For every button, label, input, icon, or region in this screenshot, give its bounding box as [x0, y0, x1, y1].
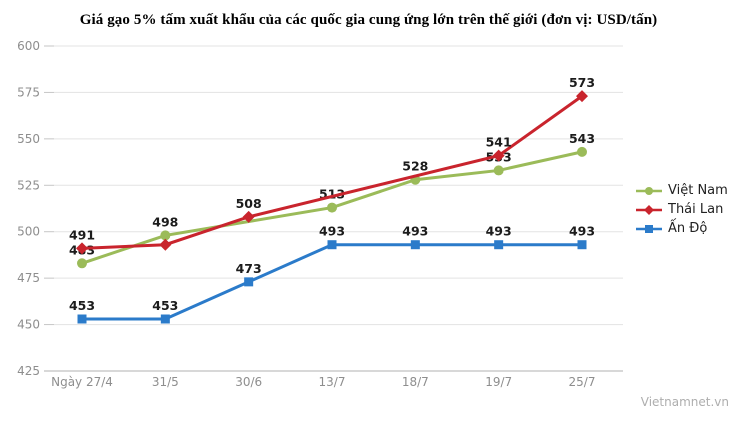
line-viet-nam [81, 150, 583, 265]
point-label: 528 [402, 159, 428, 174]
point-marker-viet-nam [493, 165, 504, 176]
x-tick-label: 13/7 [319, 375, 346, 389]
point-marker-thai-lan [576, 90, 588, 103]
y-tick-label: 475 [17, 271, 40, 285]
point-marker-an-do [327, 240, 337, 250]
point-marker-thai-lan [159, 238, 172, 251]
point-marker-an-do [244, 277, 254, 287]
point-marker-thai-lan [76, 242, 88, 255]
point-marker-viet-nam [327, 202, 337, 213]
y-tick-label: 450 [17, 318, 40, 332]
point-label: 498 [152, 214, 178, 229]
legend-label: Ấn Độ [668, 221, 708, 236]
point-marker-thai-lan [492, 149, 505, 162]
point-label: 543 [569, 131, 595, 146]
point-marker-an-do [577, 240, 587, 250]
chart-title: Giá gạo 5% tấm xuất khẩu của các quốc gi… [79, 12, 658, 28]
point-marker-an-do [494, 240, 504, 250]
legend-label: Việt Nam [668, 183, 728, 198]
point-marker-an-do [160, 314, 170, 324]
point-label: 453 [152, 298, 178, 313]
x-tick-label: 18/7 [402, 375, 429, 389]
point-label: 473 [236, 261, 262, 276]
point-label: 508 [236, 196, 262, 211]
y-tick-label: 575 [17, 85, 40, 99]
point-label: 573 [569, 75, 595, 90]
x-tick-label: 30/6 [235, 375, 262, 389]
point-marker-viet-nam [577, 146, 587, 157]
point-label: 493 [319, 224, 345, 239]
legend-item-viet-nam: Việt Nam [636, 181, 728, 200]
point-label: 493 [569, 224, 595, 239]
y-tick-label: 600 [17, 39, 40, 53]
series-viet-nam: 483498513528533543 [69, 131, 595, 269]
legend-label: Thái Lan [668, 202, 724, 217]
point-label: 493 [486, 224, 512, 239]
point-label: 541 [486, 135, 512, 150]
legend-marker-square-icon [636, 224, 662, 233]
point-marker-an-do [77, 314, 87, 324]
point-marker-an-do [410, 240, 420, 250]
x-tick-label: 19/7 [485, 375, 512, 389]
y-tick-label: 500 [17, 225, 40, 239]
legend-item-thai-lan: Thái Lan [636, 200, 728, 219]
point-label: 453 [69, 298, 95, 313]
legend-marker-circle-icon [636, 186, 662, 195]
series-an-do: 453 453 473 493 493 493 493 [69, 224, 595, 324]
legend: Việt Nam Thái Lan Ấn Độ [636, 181, 728, 238]
point-marker-viet-nam [77, 258, 87, 269]
y-tick-label: 525 [17, 178, 40, 192]
point-label: 491 [69, 227, 95, 242]
x-tick-label: 31/5 [152, 375, 179, 389]
watermark: Vietnamnet.vn [640, 395, 729, 409]
x-tick-label: 25/7 [569, 375, 596, 389]
y-tick-label: 425 [17, 364, 40, 378]
x-tick-label: Ngày 27/4 [51, 375, 113, 389]
point-label: 493 [402, 224, 428, 239]
point-marker-viet-nam [160, 230, 171, 241]
series-thai-lan: 491 508 541 573 [69, 75, 595, 255]
point-marker-thai-lan [242, 210, 255, 223]
legend-marker-diamond-icon [636, 204, 662, 215]
legend-item-an-do: Ấn Độ [636, 219, 728, 238]
y-tick-label: 550 [17, 132, 40, 146]
